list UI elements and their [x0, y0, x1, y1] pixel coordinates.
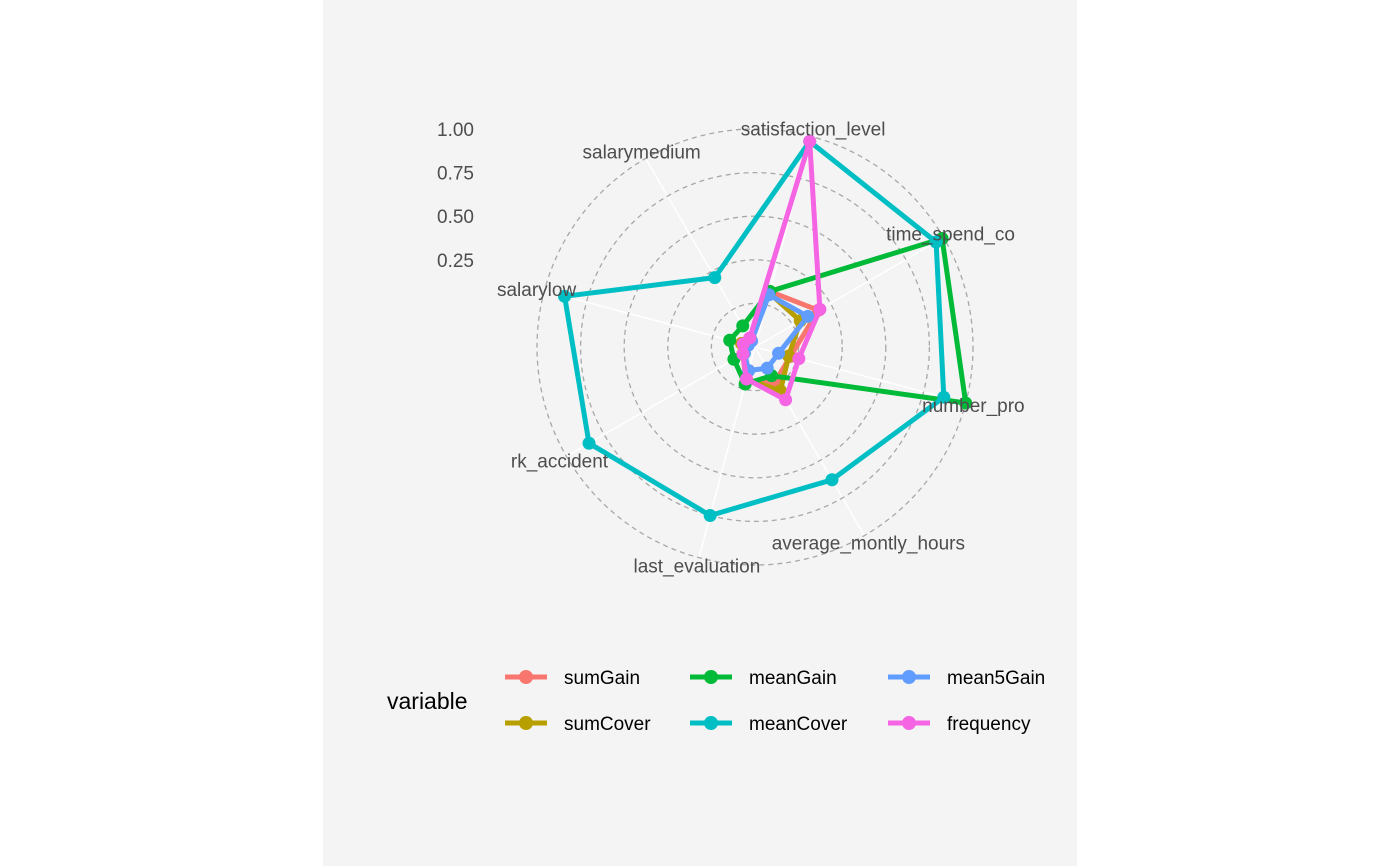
data-point-frequency [743, 331, 757, 345]
data-point-frequency [792, 352, 806, 366]
legend-label: meanGain [749, 668, 837, 689]
series-line-meanGain [727, 236, 969, 406]
legend-title: variable [387, 688, 468, 714]
data-point-meanCover [929, 235, 943, 249]
data-point-meanCover [703, 509, 717, 523]
data-point-frequency [813, 302, 827, 316]
radar-ring [667, 259, 843, 435]
legend-label: sumGain [564, 668, 640, 689]
radial-tick-label: 1.00 [437, 120, 474, 141]
axis-label: salarylow [497, 280, 576, 301]
data-point-meanCover [937, 390, 951, 404]
legend-label: mean5Gain [947, 668, 1045, 689]
data-point-meanCover [825, 473, 839, 487]
axis-label: satisfaction_level [741, 120, 886, 141]
legend-key-frequency [888, 716, 930, 730]
data-point-frequency [736, 347, 750, 361]
legend-label: sumCover [564, 714, 651, 735]
data-point-mean5Gain [801, 309, 815, 323]
data-point-meanCover [708, 271, 722, 285]
radar-spoke [544, 290, 756, 348]
legend: variable sumGain sumCover meanGain meanCover… [387, 668, 1045, 735]
legend-key-meanGain [690, 670, 732, 684]
radar-spoke [645, 158, 756, 348]
data-point-meanGain [723, 333, 737, 347]
data-point-mean5Gain [760, 361, 774, 375]
radial-tick-label: 0.25 [437, 251, 474, 272]
radial-tick-label: 0.75 [437, 164, 474, 185]
radar-spoke [566, 346, 756, 457]
axis-label: time_spend_co [886, 225, 1015, 246]
radar-series [558, 134, 973, 523]
legend-label: meanCover [749, 714, 848, 735]
axis-label: rk_accident [511, 451, 609, 472]
radar-ring [536, 128, 974, 566]
legend-key-mean5Gain [888, 670, 930, 684]
radial-ticks: 0.25 0.50 0.75 1.00 [437, 120, 474, 272]
axis-labels: satisfaction_level time_spend_co number_pr… [497, 120, 1025, 578]
legend-label: frequency [947, 714, 1031, 735]
data-point-meanCover [558, 289, 572, 303]
data-point-meanGain [959, 396, 973, 410]
data-point-frequency [803, 134, 817, 148]
radar-grid [536, 128, 974, 566]
data-point-mean5Gain [772, 346, 786, 360]
legend-key-sumGain [505, 670, 547, 684]
radar-ring [579, 171, 931, 523]
radial-tick-label: 0.50 [437, 207, 474, 228]
axis-label: average_montly_hours [772, 534, 965, 555]
radar-spoke [754, 237, 944, 348]
legend-key-meanCover [690, 716, 732, 730]
data-point-meanGain [736, 319, 750, 333]
legend-key-sumCover [505, 716, 547, 730]
axis-label: last_evaluation [634, 556, 761, 577]
data-point-frequency [739, 372, 753, 386]
data-point-meanCover [582, 436, 596, 450]
data-point-frequency [779, 393, 793, 407]
data-point-sumCover [782, 349, 796, 363]
axis-label: number_pro [922, 396, 1024, 417]
axis-label: salarymedium [583, 142, 701, 163]
